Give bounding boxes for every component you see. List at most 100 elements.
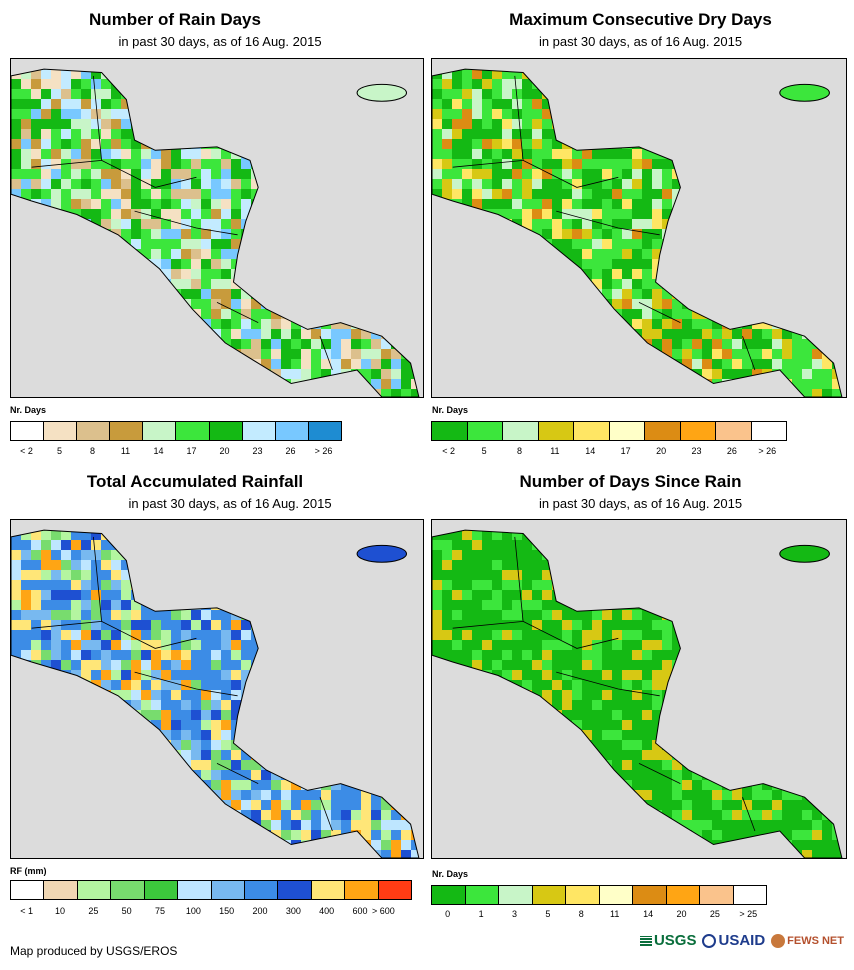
usaid-seal-icon <box>702 933 717 948</box>
legend-tick-label: < 2 <box>20 446 33 456</box>
usgs-logo: USGS <box>639 932 697 949</box>
legend-swatch <box>44 881 78 899</box>
legend-tick-label: 150 <box>219 906 235 916</box>
country-border <box>742 336 756 371</box>
legend-swatch <box>144 881 179 899</box>
legend-tick-label: 11 <box>120 446 131 456</box>
legend-swatch <box>209 422 243 440</box>
country-border <box>31 75 103 168</box>
legend-tick-label: > 26 <box>314 446 333 456</box>
country-border <box>134 210 238 236</box>
legend-swatch <box>110 422 144 440</box>
coastline <box>432 68 843 397</box>
country-border <box>556 210 660 236</box>
agency-logos: USGS USAID FEWS NET <box>639 932 844 949</box>
usaid-logo: USAID <box>702 932 765 949</box>
legend-swatch <box>143 422 177 440</box>
coastline <box>432 529 843 858</box>
logo-label: FEWS NET <box>787 934 844 947</box>
legend-tick-label: 600 <box>352 906 368 916</box>
legend-swatch <box>751 422 786 440</box>
legend-tick-label: 11 <box>610 909 620 919</box>
legend-swatch <box>432 886 466 904</box>
legend-swatch <box>465 886 499 904</box>
legend-tick-label: > 26 <box>758 446 777 456</box>
legend-swatch <box>308 422 341 440</box>
legend-title: Nr. Days <box>432 869 469 879</box>
legend-swatch <box>700 886 734 904</box>
legend-tick-label: 0 <box>445 909 451 919</box>
legend-tick-label: 20 <box>676 909 687 919</box>
legend-swatch <box>609 422 645 440</box>
legend-tick-label: 23 <box>252 446 263 456</box>
fewsnet-globe-icon <box>771 933 786 948</box>
panel-title: Number of Rain Days <box>89 10 261 29</box>
panel-title: Total Accumulated Rainfall <box>86 472 304 491</box>
legend-swatch <box>111 881 145 899</box>
island-jamaica <box>779 83 830 102</box>
legend-bar <box>431 885 767 905</box>
legend-tick-label: 5 <box>545 909 551 919</box>
country-border <box>638 763 681 784</box>
map-raster <box>11 68 420 397</box>
legend-tick-label: 20 <box>219 446 230 456</box>
panel-rain-days: Number of Rain Days in past 30 days, as … <box>0 10 427 460</box>
legend-ticks: < 1 10 25 50 75 100 150 200 300 400 600 > 600 <box>10 906 410 918</box>
legend-tick-label: 26 <box>726 446 737 456</box>
legend-tick-label: 200 <box>252 906 268 916</box>
fewsnet-logo: FEWS NET <box>771 933 844 948</box>
logo-label: USGS <box>653 932 697 949</box>
legend-tick-label: 25 <box>709 909 720 919</box>
legend-tick-label: 14 <box>153 446 164 456</box>
legend-tick-label: 10 <box>54 906 66 916</box>
country-border <box>638 302 681 323</box>
island-jamaica <box>356 83 408 102</box>
map-rain-days <box>10 58 424 398</box>
legend-tick-label: 5 <box>481 446 487 456</box>
legend-tick-label: 1 <box>478 909 484 919</box>
legend-tick-label: 8 <box>89 446 96 456</box>
usgs-wave-icon <box>639 935 652 946</box>
legend-title: Nr. Days <box>10 405 47 415</box>
country-border <box>522 621 619 649</box>
panel-subtitle: in past 30 days, as of 16 Aug. 2015 <box>128 496 332 511</box>
country-border <box>319 336 333 371</box>
map-days-since-rain <box>431 519 847 859</box>
legend-tick-label: 14 <box>585 446 596 456</box>
legend-swatch <box>574 422 610 440</box>
legend-tick-label: 8 <box>516 446 523 456</box>
legend-tick-label: 20 <box>656 446 667 456</box>
coastline <box>11 68 420 397</box>
legend-swatch <box>666 886 700 904</box>
legend-swatch <box>503 422 539 440</box>
legend-swatch <box>44 422 78 440</box>
legend-swatch <box>11 881 45 899</box>
country-border <box>101 621 197 649</box>
legend-tick-label: < 2 <box>442 446 456 456</box>
country-border <box>216 763 259 784</box>
map-raster <box>432 529 843 858</box>
legend-tick-label: 300 <box>285 906 301 916</box>
legend-swatch <box>733 886 766 904</box>
legend-ticks: < 2 5 8 11 14 17 20 23 26 > 26 <box>10 446 340 458</box>
map-raster <box>11 529 420 858</box>
legend-swatch <box>176 422 210 440</box>
legend-tick-label: 5 <box>56 446 63 456</box>
legend-tick-label: 75 <box>154 906 166 916</box>
legend-bar <box>10 880 412 900</box>
map-total-rainfall <box>10 519 424 859</box>
legend-swatch <box>432 422 468 440</box>
legend-tick-label: 25 <box>88 906 99 916</box>
legend-tick-label: 23 <box>691 446 702 456</box>
country-border <box>452 536 524 629</box>
map-dry-days <box>431 58 847 398</box>
legend-swatch <box>499 886 533 904</box>
legend-swatch <box>211 881 245 899</box>
legend-swatch <box>77 881 112 899</box>
legend-swatch <box>680 422 716 440</box>
legend-bar <box>431 421 787 441</box>
legend-swatch <box>178 881 212 899</box>
country-border <box>319 797 333 832</box>
legend-bar <box>10 421 342 441</box>
legend-tick-label: 14 <box>643 909 654 919</box>
